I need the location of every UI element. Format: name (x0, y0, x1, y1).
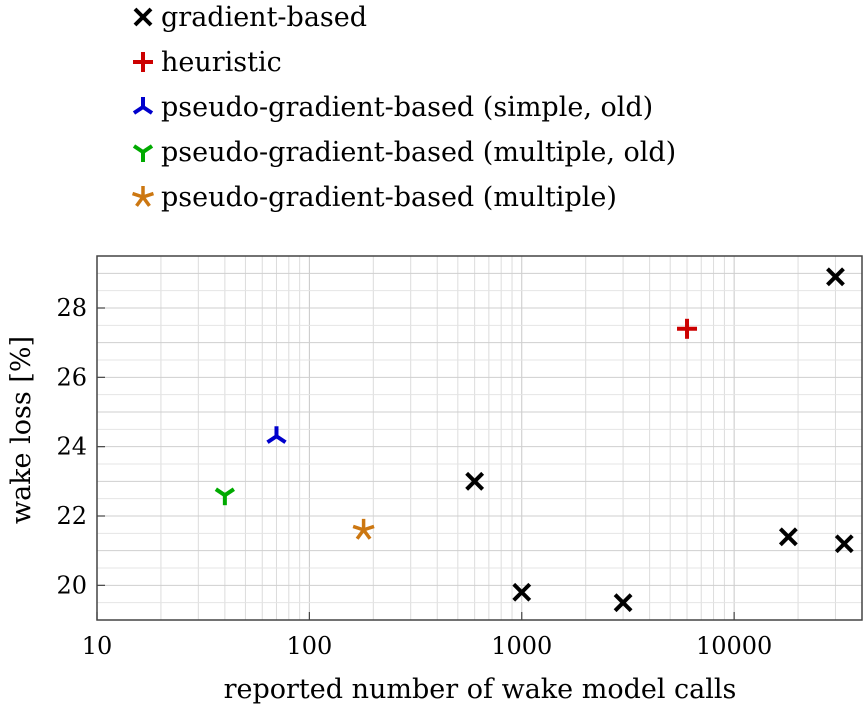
legend-item: pseudo-gradient-based (multiple, old) (132, 137, 676, 168)
x-axis-label: reported number of wake model calls (224, 674, 737, 705)
y-tick-label: 28 (56, 294, 87, 322)
x-tick-label: 1000 (491, 632, 552, 660)
data-point (613, 593, 633, 613)
data-point (826, 267, 845, 287)
legend-label: pseudo-gradient-based (multiple, old) (161, 137, 676, 168)
x-tick-label: 100 (286, 632, 332, 660)
data-point (834, 534, 854, 554)
plot-frame (96, 255, 863, 621)
legend-item: pseudo-gradient-based (multiple) (131, 182, 617, 213)
legend-marker (132, 97, 154, 115)
legend-item: pseudo-gradient-based (simple, old) (132, 92, 653, 123)
legend: gradient-based heuristic pseudo-gradient-b… (131, 2, 676, 213)
legend-item: heuristic (133, 47, 282, 78)
legend-label: pseudo-gradient-based (simple, old) (161, 92, 653, 123)
data-point (512, 582, 532, 602)
legend-label: gradient-based (161, 2, 367, 33)
data-point (352, 518, 375, 540)
legend-marker (133, 52, 153, 72)
x-tick-label: 10 (82, 632, 113, 660)
y-tick-label: 22 (56, 502, 87, 530)
legend-label: pseudo-gradient-based (multiple) (161, 182, 617, 213)
legend-marker (133, 7, 153, 27)
y-tick-label: 24 (56, 433, 87, 461)
legend-marker (132, 144, 154, 162)
x-tick-label: 10000 (696, 632, 772, 660)
grid (96, 255, 863, 621)
y-tick-label: 26 (56, 363, 87, 391)
data-point (266, 426, 287, 444)
data-point (677, 318, 698, 339)
data-point (214, 487, 235, 506)
legend-marker (131, 186, 155, 207)
legend-item: gradient-based (133, 2, 367, 33)
data-point (778, 527, 798, 547)
y-tick-label: 20 (56, 571, 87, 599)
y-axis-label: wake loss [%] (6, 336, 37, 524)
data-points (214, 267, 854, 613)
axis-ticks: 10 100 1000 10000 20 22 24 26 28 (56, 294, 772, 660)
legend-label: heuristic (161, 47, 282, 78)
data-point (465, 471, 485, 491)
